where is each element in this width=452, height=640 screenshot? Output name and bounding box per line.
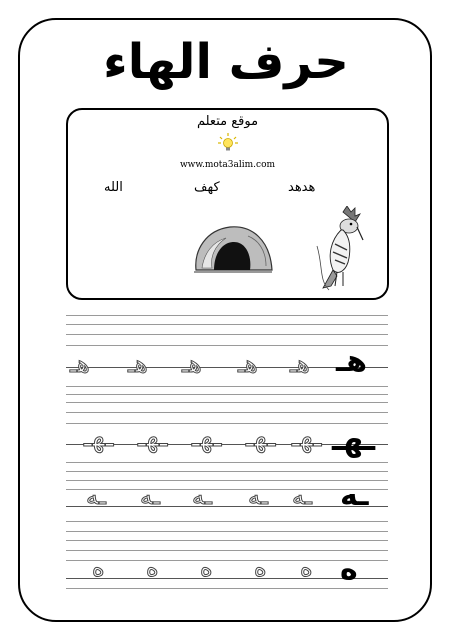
- word-allah: الله: [104, 180, 123, 195]
- trace-letter: ـه: [140, 482, 161, 511]
- trace-letter: ه: [200, 554, 214, 583]
- vocabulary-box: موقع متعلم www.mota3alim.com هدهد كهف ال…: [66, 108, 389, 300]
- trace-letter: ـه: [248, 482, 269, 511]
- trace-letter: ه: [146, 554, 160, 583]
- page-frame: [18, 18, 432, 622]
- trace-letter: ه: [300, 554, 314, 583]
- lightbulb-icon: [217, 133, 238, 151]
- trace-letter: هـ: [238, 350, 259, 379]
- brand-url: www.mota3alim.com: [179, 160, 276, 170]
- trace-letter: هـ: [182, 350, 203, 379]
- brand-logo: موقع متعلم: [68, 114, 387, 154]
- trace-letter: ـه: [86, 482, 107, 511]
- trace-letter: ـهـ: [83, 420, 114, 454]
- trace-letter: ـهـ: [191, 420, 222, 454]
- brand-name: موقع متعلم: [196, 114, 259, 129]
- trace-letter: ه: [92, 554, 106, 583]
- cave-picture: [194, 226, 273, 273]
- model-letter-final: ـه: [340, 478, 369, 513]
- model-letter-medial: ـهـ: [332, 420, 375, 458]
- trace-letter: ه: [254, 554, 268, 583]
- trace-letter: هـ: [128, 350, 149, 379]
- model-letter-isolated: ه: [340, 552, 358, 587]
- trace-letter: هـ: [70, 350, 91, 379]
- trace-letter: ـهـ: [245, 420, 276, 454]
- trace-letter: ـه: [292, 482, 313, 511]
- trace-letter: ـهـ: [137, 420, 168, 454]
- hoopoe-bird-picture: [316, 206, 364, 291]
- trace-letter: ـهـ: [291, 420, 322, 454]
- page-title: حرف الهاء: [103, 34, 349, 90]
- trace-letter: ـه: [192, 482, 213, 511]
- word-kahf: كهف: [194, 180, 220, 195]
- word-hudhud: هدهد: [288, 180, 316, 195]
- model-letter-initial: هـ: [336, 344, 368, 379]
- trace-letter: هـ: [290, 350, 311, 379]
